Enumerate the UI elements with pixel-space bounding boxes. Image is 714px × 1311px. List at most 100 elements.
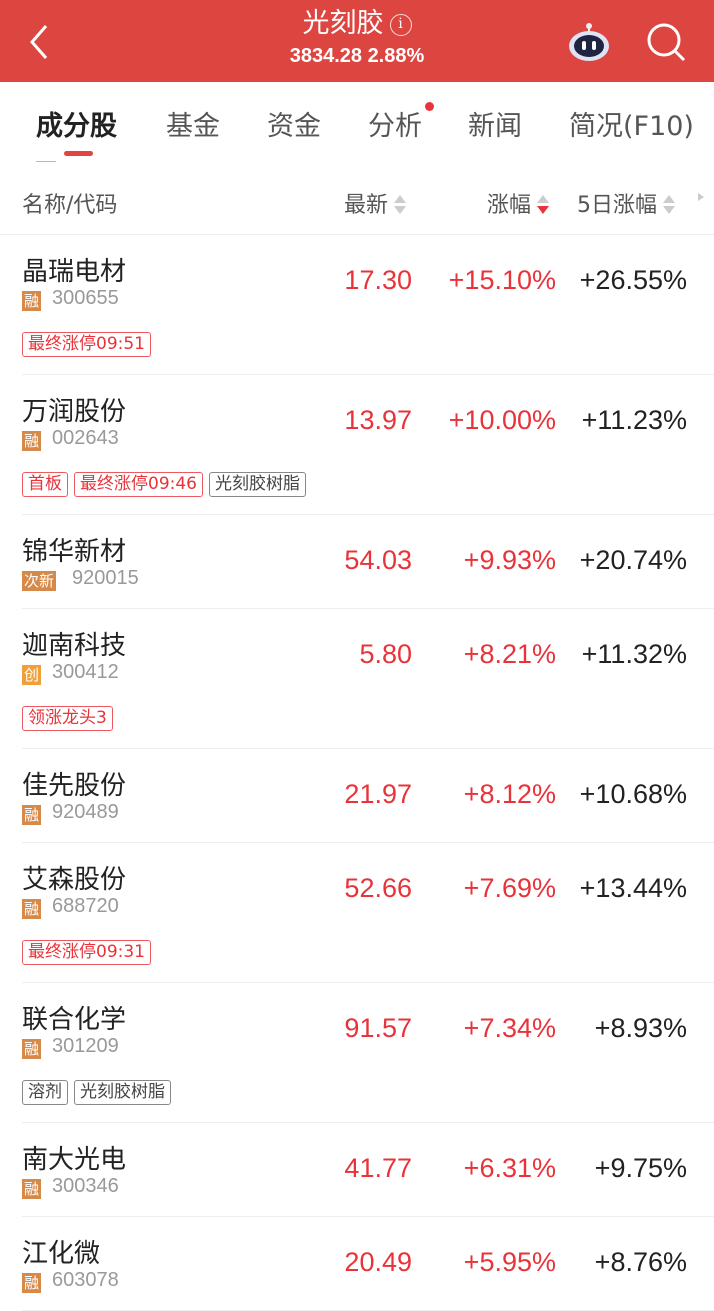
stock-change-5d: +8.76% (594, 1247, 687, 1277)
scroll-right-icon[interactable] (698, 193, 708, 201)
tag-list: 领涨龙头3 (22, 706, 113, 731)
stock-tag: 溶剂 (22, 1080, 68, 1105)
stock-name: 佳先股份 (22, 771, 127, 801)
stock-badge: 融 (22, 291, 42, 311)
stock-code: 920015 (72, 567, 139, 589)
tag-list: 首板 最终涨停09:46 光刻胶树脂 (22, 472, 306, 497)
stock-tag: 光刻胶树脂 (209, 472, 306, 497)
stock-name: 艾森股份 (22, 865, 127, 895)
col-price[interactable]: 最新 (344, 187, 407, 219)
sort-desc-icon (537, 194, 550, 214)
stock-change: +7.34% (463, 1013, 556, 1043)
stock-badge: 融 (22, 899, 42, 919)
indicator-line (36, 161, 56, 162)
stock-tag: 最终涨停09:51 (22, 332, 151, 357)
table-row[interactable]: 南大光电 融 300346 41.77 +6.31% +9.75% (22, 1123, 714, 1217)
robot-assistant-icon[interactable] (567, 22, 611, 62)
table-row[interactable]: 万润股份 融 002643 13.97 +10.00% +11.23% 首板 最终… (22, 375, 714, 515)
table-row[interactable]: 迦南科技 创 300412 5.80 +8.21% +11.32% 领涨龙头3 (22, 609, 714, 749)
stock-badge: 融 (22, 431, 42, 451)
stock-price: 20.49 (344, 1247, 412, 1277)
stock-change-5d: +20.74% (579, 545, 687, 575)
table-row[interactable]: 联合化学 融 301209 91.57 +7.34% +8.93% 溶剂 光刻胶树… (22, 983, 714, 1123)
table-row[interactable]: 佳先股份 融 920489 21.97 +8.12% +10.68% (22, 749, 714, 843)
search-icon[interactable] (645, 21, 687, 63)
col-price-label: 最新 (344, 193, 389, 218)
table-row[interactable]: 晶瑞电材 融 300655 17.30 +15.10% +26.55% 最终涨停… (22, 235, 714, 375)
stock-change-5d: +10.68% (579, 779, 687, 809)
stock-name: 迦南科技 (22, 631, 127, 661)
stock-tag: 首板 (22, 472, 68, 497)
tab-news[interactable]: 新闻 (468, 111, 522, 142)
stock-badge: 融 (22, 1273, 42, 1293)
col-name: 名称/代码 (22, 193, 118, 218)
col-change5[interactable]: 5日涨幅 (577, 187, 675, 219)
stock-code: 688720 (52, 895, 119, 917)
stock-code: 300655 (52, 287, 119, 309)
sort-icon (394, 194, 407, 214)
stock-change-5d: +11.23% (581, 405, 687, 435)
stock-badge: 次新 (22, 571, 57, 591)
table-row[interactable]: 锦华新材 次新 920015 54.03 +9.93% +20.74% (22, 515, 714, 609)
back-icon[interactable] (22, 22, 62, 62)
stock-price: 41.77 (344, 1153, 412, 1183)
tab-capital[interactable]: 资金 (267, 111, 321, 142)
stock-code: 301209 (52, 1035, 119, 1057)
stock-list: 晶瑞电材 融 300655 17.30 +15.10% +26.55% 最终涨停… (0, 235, 714, 1311)
tag-list: 最终涨停09:51 (22, 332, 151, 357)
table-row[interactable]: 艾森股份 融 688720 52.66 +7.69% +13.44% 最终涨停0… (22, 843, 714, 983)
stock-change: +5.95% (463, 1247, 556, 1277)
tab-bar: 成分股 基金 资金 分析 新闻 简况(F10) (0, 82, 714, 177)
stock-change-5d: +8.93% (594, 1013, 687, 1043)
stock-code: 920489 (52, 801, 119, 823)
sort-icon (663, 194, 675, 214)
stock-badge: 融 (22, 1179, 42, 1199)
col-change5-label: 5日涨幅 (577, 193, 657, 218)
stock-change: +6.31% (463, 1153, 556, 1183)
col-change[interactable]: 涨幅 (487, 187, 550, 219)
tag-list: 最终涨停09:31 (22, 940, 151, 965)
stock-code: 300412 (52, 661, 119, 683)
col-change-label: 涨幅 (487, 193, 532, 218)
stock-change: +10.00% (448, 405, 556, 435)
stock-name: 联合化学 (22, 1005, 127, 1035)
stock-change-5d: +13.44% (579, 873, 687, 903)
tab-profile[interactable]: 简况(F10) (569, 111, 694, 142)
tab-funds[interactable]: 基金 (166, 111, 220, 142)
table-row[interactable]: 江化微 融 603078 20.49 +5.95% +8.76% (22, 1217, 714, 1311)
stock-change: +9.93% (463, 545, 556, 575)
stock-code: 002643 (52, 427, 119, 449)
stock-change-5d: +11.32% (581, 639, 687, 669)
stock-change-5d: +26.55% (579, 265, 687, 295)
stock-change: +8.21% (463, 639, 556, 669)
stock-price: 13.97 (344, 405, 412, 435)
info-icon[interactable]: i (389, 14, 412, 36)
stock-code: 603078 (52, 1269, 119, 1291)
stock-change: +15.10% (448, 265, 556, 295)
header-bar: 光刻胶 i 3834.28 2.88% (0, 0, 714, 82)
active-tab-indicator (64, 151, 93, 156)
stock-price: 52.66 (344, 873, 412, 903)
stock-tag: 最终涨停09:31 (22, 940, 151, 965)
index-value: 3834.28 (289, 45, 362, 67)
stock-change-5d: +9.75% (594, 1153, 687, 1183)
stock-tag: 最终涨停09:46 (74, 472, 203, 497)
tab-constituents[interactable]: 成分股 (36, 111, 117, 142)
stock-name: 江化微 (22, 1239, 101, 1269)
stock-name: 晶瑞电材 (22, 257, 127, 287)
index-change: 2.88% (367, 45, 425, 67)
stock-name: 万润股份 (22, 397, 127, 427)
stock-name: 南大光电 (22, 1145, 127, 1175)
stock-change: +8.12% (463, 779, 556, 809)
stock-price: 91.57 (344, 1013, 412, 1043)
stock-tag: 光刻胶树脂 (74, 1080, 171, 1105)
tab-analysis[interactable]: 分析 (368, 111, 422, 142)
page-title: 光刻胶 (302, 8, 384, 39)
tag-list: 溶剂 光刻胶树脂 (22, 1080, 171, 1105)
stock-price: 54.03 (344, 545, 412, 575)
notification-dot (425, 102, 434, 111)
stock-change: +7.69% (463, 873, 556, 903)
stock-tag: 领涨龙头3 (22, 706, 113, 731)
stock-badge: 融 (22, 1039, 42, 1059)
stock-price: 5.80 (359, 639, 412, 669)
